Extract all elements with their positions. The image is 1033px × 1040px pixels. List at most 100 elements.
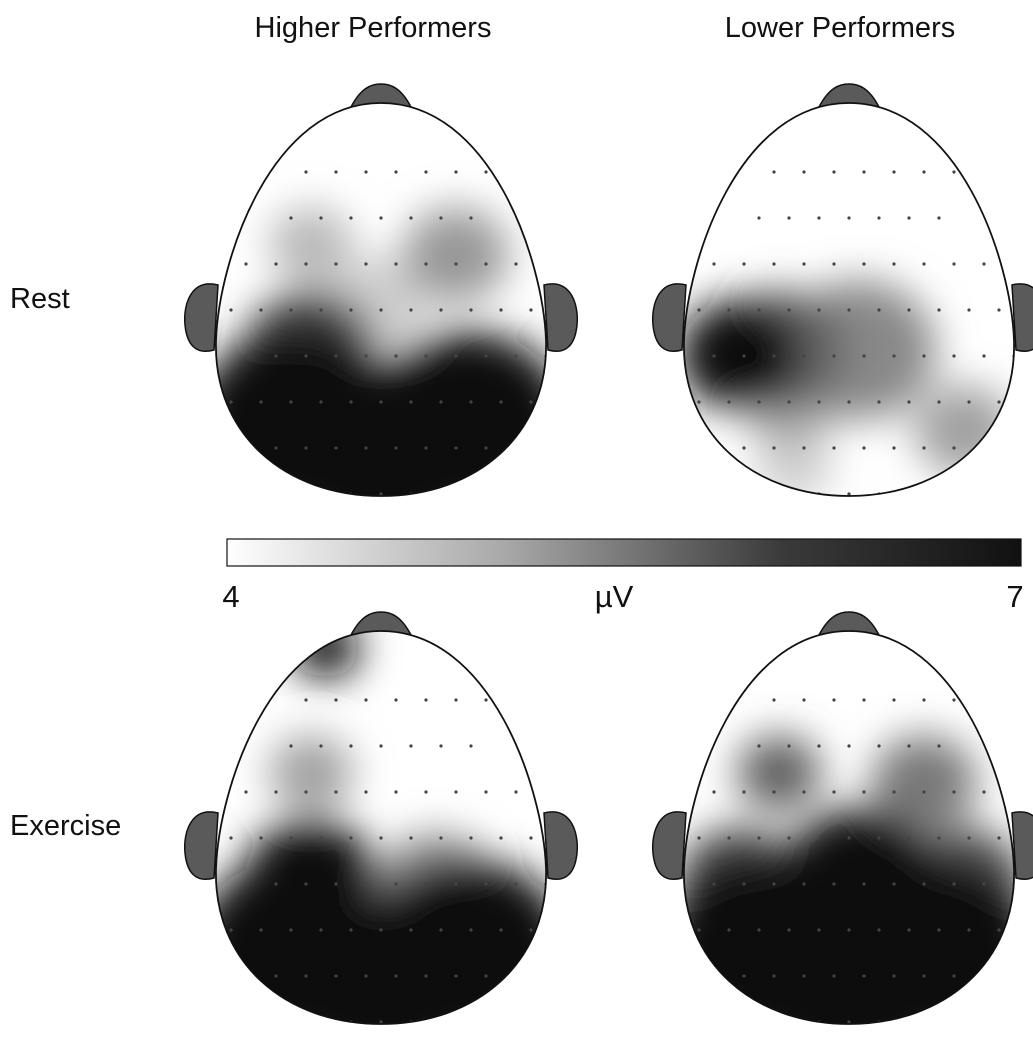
electrode-dot — [469, 216, 473, 220]
electrode-dot — [274, 882, 278, 886]
electrode-dot — [469, 400, 473, 404]
electrode-dot — [469, 744, 473, 748]
electrode-dot — [907, 400, 911, 404]
electrode-dot — [304, 446, 308, 450]
electrode-dot — [484, 882, 488, 886]
electrode-dot — [439, 308, 443, 312]
electrode-dot — [1012, 790, 1015, 794]
head-outline — [215, 102, 547, 497]
electrode-dot — [469, 928, 473, 932]
electrode-dot — [877, 928, 881, 932]
activation-blob — [245, 818, 377, 938]
electrode-dot — [379, 216, 383, 220]
electrode-dot — [802, 170, 806, 174]
electrode-dot — [259, 308, 263, 312]
electrode-dot — [892, 790, 896, 794]
electrode-dot — [499, 400, 503, 404]
electrode-dot — [424, 446, 428, 450]
electrode-dot — [454, 262, 458, 266]
electrode-dot — [454, 974, 458, 978]
electrode-dot — [349, 744, 353, 748]
electrode-dot — [967, 836, 971, 840]
electrode-dot — [364, 698, 368, 702]
electrode-dot — [319, 216, 323, 220]
electrode-dot — [454, 698, 458, 702]
electrode-dot — [847, 400, 851, 404]
electrode-dot — [847, 308, 851, 312]
electrode-dot — [364, 262, 368, 266]
activation-blob — [737, 735, 821, 811]
electrode-dot — [319, 400, 323, 404]
electrode-dot — [514, 446, 518, 450]
electrode-dot — [817, 308, 821, 312]
column-header-higher: Higher Performers — [255, 12, 492, 44]
electrode-dot — [727, 836, 731, 840]
electrode-dot — [982, 882, 986, 886]
electrode-dot — [484, 790, 488, 794]
electrode-dot — [379, 744, 383, 748]
electrode-dot — [922, 698, 926, 702]
activation-blob — [282, 898, 480, 1024]
electrode-dot — [757, 308, 761, 312]
electrode-dot — [499, 928, 503, 932]
electrode-dot — [364, 974, 368, 978]
electrode-dot — [319, 1020, 323, 1024]
electrode-dot — [877, 216, 881, 220]
electrode-dot — [364, 170, 368, 174]
electrode-dot — [922, 262, 926, 266]
electrode-dot — [334, 446, 338, 450]
electrode-dot — [832, 790, 836, 794]
electrode-dot — [802, 882, 806, 886]
electrode-dot — [364, 446, 368, 450]
electrode-dot — [832, 262, 836, 266]
electrode-dot — [424, 354, 428, 358]
electrode-dot — [757, 928, 761, 932]
electrode-dot — [439, 928, 443, 932]
electrode-dot — [967, 1020, 971, 1024]
activation-blob — [750, 898, 948, 1024]
electrode-dot — [937, 744, 941, 748]
electrode-dot — [922, 446, 926, 450]
electrode-dot — [454, 170, 458, 174]
electrode-dot — [742, 446, 746, 450]
electrode-dot — [304, 882, 308, 886]
electrode-dot — [937, 400, 941, 404]
right-ear-icon — [543, 283, 579, 352]
electrode-dot — [952, 170, 956, 174]
head-outline — [215, 630, 547, 1025]
electrode-dot — [967, 492, 971, 496]
activation-blob — [683, 300, 800, 410]
electrode-dot — [877, 836, 881, 840]
electrode-dot — [409, 400, 413, 404]
row-label-rest: Rest — [10, 283, 70, 315]
activation-blob — [269, 735, 353, 811]
electrode-dot — [817, 928, 821, 932]
electrode-dot — [394, 262, 398, 266]
electrode-dot — [922, 170, 926, 174]
electrode-dot — [319, 744, 323, 748]
electrode-dot — [847, 216, 851, 220]
electrode-dot — [817, 744, 821, 748]
electrode-dot — [364, 790, 368, 794]
electrode-dot — [937, 492, 941, 496]
electrode-dot — [364, 882, 368, 886]
electrode-dot — [742, 974, 746, 978]
electrode-dot — [514, 974, 518, 978]
electrode-dot — [802, 698, 806, 702]
electrode-dot — [394, 882, 398, 886]
electrode-dot — [379, 928, 383, 932]
electrode-dot — [259, 1020, 263, 1024]
electrode-dot — [952, 446, 956, 450]
electrode-dot — [469, 492, 473, 496]
electrode-dot — [469, 1020, 473, 1024]
activation-blob — [293, 631, 359, 678]
electrode-dot — [289, 400, 293, 404]
electrode-dot — [289, 928, 293, 932]
electrode-dot — [997, 400, 1001, 404]
electrode-dot — [244, 882, 248, 886]
electrode-dot — [832, 446, 836, 450]
electrode-dot — [274, 790, 278, 794]
electrode-dot — [244, 262, 248, 266]
electrode-dot — [742, 354, 746, 358]
electrode-dot — [304, 790, 308, 794]
